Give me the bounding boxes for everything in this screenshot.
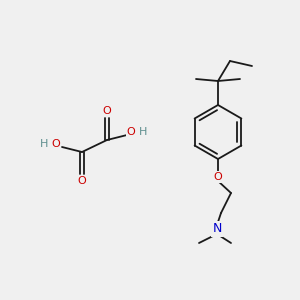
Text: H: H xyxy=(40,139,48,149)
Text: N: N xyxy=(212,223,222,236)
Text: O: O xyxy=(127,127,135,137)
Text: O: O xyxy=(214,172,222,182)
Text: O: O xyxy=(52,139,60,149)
Text: H: H xyxy=(139,127,147,137)
Text: O: O xyxy=(78,176,86,186)
Text: O: O xyxy=(103,106,111,116)
